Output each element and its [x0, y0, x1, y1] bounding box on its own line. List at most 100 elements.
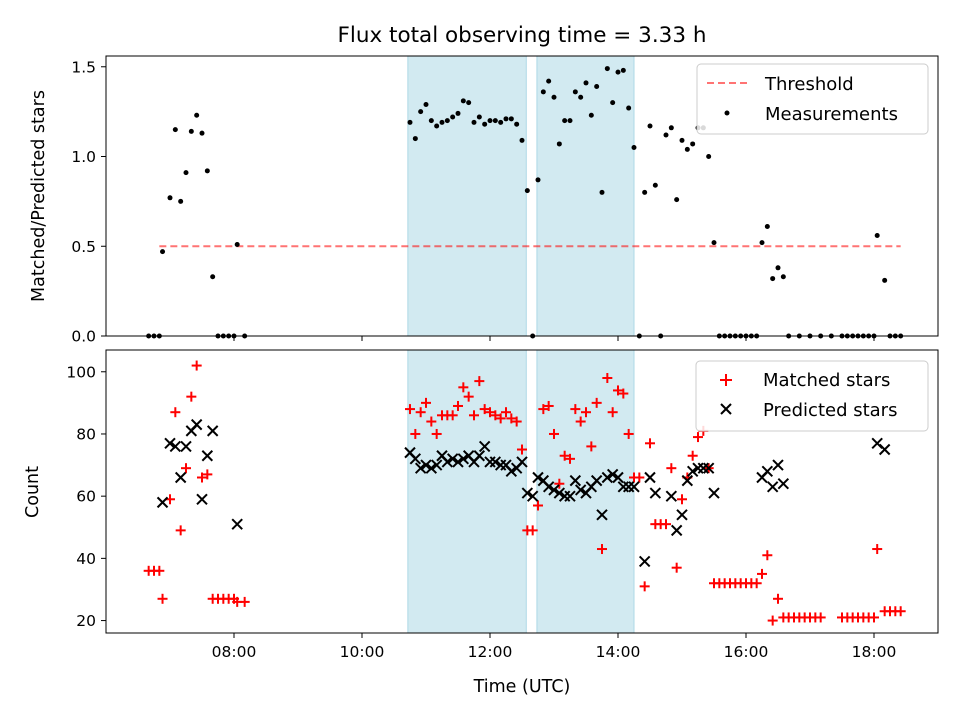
predicted-star-point [526, 490, 539, 502]
matched-star-point [426, 416, 437, 427]
matched-star-point [511, 416, 522, 427]
measurement-point [492, 118, 498, 124]
legend-predicted-label: Predicted stars [763, 400, 897, 421]
measurement-point [434, 123, 440, 129]
predicted-star-point [665, 490, 678, 502]
x-axis-label: Time (UTC) [473, 677, 571, 697]
legend-matched-swatch [720, 374, 732, 386]
predicted-star-point [441, 456, 454, 468]
measurement-point [418, 109, 424, 115]
predicted-star-point [430, 459, 443, 471]
predicted-star-point [489, 456, 502, 468]
matched-star-point [559, 450, 570, 461]
top-legend-box [696, 63, 929, 135]
bottom-y-axis-label: Count [23, 466, 43, 518]
measurement-point [498, 119, 504, 125]
measurement-point [194, 112, 200, 118]
measurement-point [428, 118, 434, 124]
bottom-y-ticks: 20 40 60 80 100 [66, 363, 106, 630]
measurement-point [167, 195, 173, 201]
matched-star-point [613, 385, 623, 396]
y-tick-label: 20 [76, 612, 96, 630]
matched-star-point [872, 544, 883, 555]
measurement-point [626, 105, 632, 111]
predicted-star-point [644, 471, 656, 484]
predicted-star-point [425, 462, 438, 474]
matched-star-point [197, 472, 207, 483]
legend-matched-label: Matched stars [763, 370, 890, 391]
matched-star-point [421, 397, 431, 408]
matched-star-point [757, 568, 767, 579]
measurement-point [668, 125, 674, 131]
measurement-point [210, 274, 216, 280]
predicted-star-point [473, 450, 486, 462]
measurement-point [234, 241, 240, 247]
matched-star-point [506, 413, 517, 424]
measurement-point [663, 132, 669, 138]
predicted-star-point [569, 474, 582, 487]
matched-star-point [517, 444, 527, 455]
measurement-point [615, 69, 621, 75]
matched-star-point [543, 400, 554, 411]
matched-star-point [570, 404, 581, 415]
predicted-star-point [878, 443, 891, 456]
predicted-star-point [681, 474, 694, 487]
matched-star-point [175, 525, 186, 536]
highlight-span-1 [407, 55, 527, 337]
x-tick-label: 10:00 [340, 643, 385, 661]
measurement-point [679, 137, 685, 143]
measurement-point [183, 170, 189, 176]
matched-star-point [447, 410, 458, 421]
matched-star-point [586, 441, 597, 452]
highlight-span-1 [407, 349, 527, 634]
measurement-point [882, 277, 888, 283]
measurement-point [874, 232, 880, 238]
bottom-legend-box [695, 360, 929, 432]
predicted-star-point [702, 462, 715, 474]
matched-star-point [602, 372, 613, 383]
matched-star-point [469, 410, 479, 421]
predicted-star-point [414, 462, 427, 474]
matched-star-point [677, 494, 687, 505]
measurement-point [775, 265, 781, 271]
measurement-point [503, 116, 509, 122]
measurement-point [514, 121, 520, 127]
measurement-point [562, 118, 568, 124]
measurement-point [594, 84, 600, 90]
bottom-legend: Matched stars Predicted stars [695, 360, 929, 432]
measurement-point [476, 114, 482, 120]
measurement-point [620, 67, 626, 73]
top-legend: Threshold Measurements [696, 63, 929, 135]
measurement-point [770, 276, 776, 282]
matched-star-point [618, 388, 629, 399]
predicted-star-point [548, 484, 560, 496]
matched-star-point [762, 550, 773, 561]
predicted-star-point [457, 453, 470, 465]
measurement-point [647, 123, 653, 129]
predicted-star-point [206, 425, 219, 437]
matched-star-point [538, 404, 549, 415]
measurement-point [556, 141, 562, 147]
y-tick-label: 60 [76, 488, 96, 506]
top-y-ticks: 0.0 0.5 1.0 1.5 [71, 58, 106, 346]
measurement-point [642, 189, 648, 195]
measurement-point [551, 94, 557, 100]
predicted-star-point [553, 487, 566, 499]
measurement-point [444, 118, 450, 124]
predicted-star-point [521, 487, 534, 499]
measurement-point [188, 128, 194, 134]
measurement-point [759, 240, 765, 246]
measurement-point [578, 94, 584, 100]
measurement-point [706, 154, 712, 160]
measurement-point [583, 80, 589, 86]
predicted-star-point [766, 481, 779, 493]
measurement-point [631, 145, 637, 151]
predicted-star-point [772, 459, 784, 471]
x-tick-label: 18:00 [852, 643, 897, 661]
predicted-star-point [628, 481, 640, 493]
y-tick-label: 80 [76, 425, 96, 443]
bottom-highlight-spans [407, 349, 635, 634]
matched-star-point [453, 400, 463, 411]
predicted-star-point [676, 509, 688, 521]
